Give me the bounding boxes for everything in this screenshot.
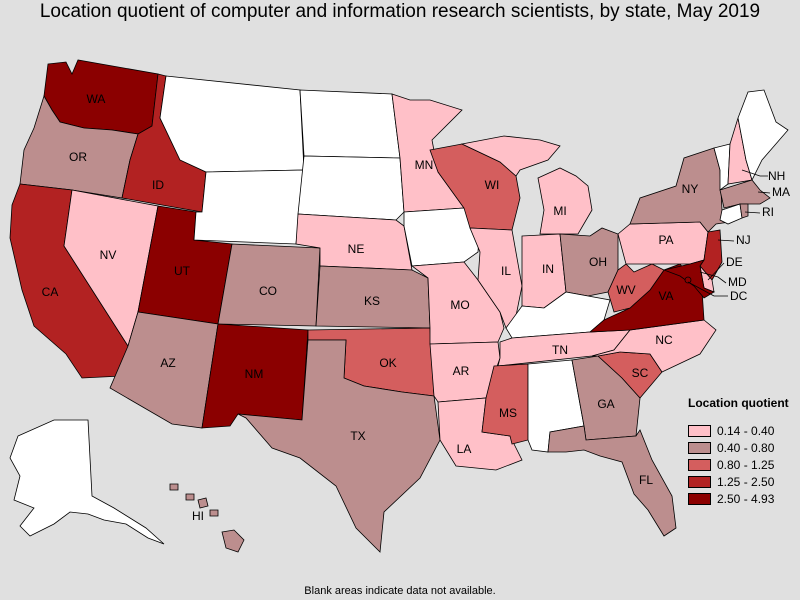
legend-label: 1.25 - 2.50 — [717, 474, 775, 489]
label-FL: FL — [639, 473, 653, 487]
label-TN: TN — [552, 343, 568, 357]
label-LA: LA — [457, 442, 472, 456]
leader-de — [707, 262, 725, 281]
label-NV: NV — [100, 248, 117, 262]
legend-title: Location quotient — [688, 396, 789, 410]
legend-item: 2.50 - 4.93 — [688, 490, 789, 507]
label-OH: OH — [589, 255, 607, 269]
map-legend: Location quotient 0.14 - 0.40 0.40 - 0.8… — [688, 396, 789, 507]
label-NM: NM — [245, 367, 264, 381]
label-RI: RI — [762, 205, 774, 219]
state-TX[interactable] — [237, 339, 441, 553]
legend-item: 0.40 - 0.80 — [688, 439, 789, 456]
state-AK[interactable] — [9, 419, 165, 545]
legend-swatch — [688, 424, 711, 437]
legend-label: 0.80 - 1.25 — [717, 457, 775, 472]
legend-swatch — [688, 458, 711, 471]
leader-ri — [744, 211, 761, 214]
legend-swatch — [688, 475, 711, 488]
label-MI: MI — [553, 204, 566, 218]
label-NE: NE — [348, 242, 365, 256]
legend-label: 2.50 - 4.93 — [717, 491, 775, 506]
legend-label: 0.14 - 0.40 — [717, 423, 775, 438]
label-MN: MN — [415, 158, 434, 172]
state-CT[interactable] — [719, 203, 743, 225]
label-NY: NY — [682, 182, 699, 196]
label-TX: TX — [350, 429, 365, 443]
label-ID: ID — [152, 178, 164, 192]
label-CO: CO — [259, 284, 277, 298]
leader-nh — [741, 169, 768, 177]
map-title: Location quotient of computer and inform… — [39, 1, 761, 22]
label-WV: WV — [616, 283, 635, 297]
label-GA: GA — [597, 397, 614, 411]
label-OR: OR — [69, 150, 87, 164]
footnote: Blank areas indicate data not available. — [304, 585, 496, 597]
leader-md — [699, 271, 727, 284]
legend-item: 0.14 - 0.40 — [688, 422, 789, 439]
label-SC: SC — [632, 366, 649, 380]
label-HI: HI — [192, 509, 204, 523]
label-CA: CA — [42, 285, 59, 299]
label-WI: WI — [485, 178, 500, 192]
label-DC: DC — [730, 289, 748, 303]
state-RI[interactable] — [739, 203, 749, 219]
legend-swatch — [688, 492, 711, 505]
label-VA: VA — [658, 289, 673, 303]
label-UT: UT — [174, 264, 191, 278]
state-ME[interactable] — [737, 89, 789, 182]
label-WA: WA — [87, 92, 106, 106]
label-MO: MO — [450, 298, 469, 312]
legend-swatch — [688, 441, 711, 454]
legend-item: 1.25 - 2.50 — [688, 473, 789, 490]
state-WV[interactable] — [607, 263, 665, 313]
label-OK: OK — [379, 356, 396, 370]
state-MO[interactable] — [410, 261, 505, 345]
label-IL: IL — [501, 264, 511, 278]
state-NY[interactable] — [629, 147, 731, 233]
state-SD[interactable] — [297, 155, 405, 221]
state-DC[interactable] — [684, 276, 692, 284]
leader-dc — [687, 281, 728, 297]
state-MT[interactable] — [159, 75, 305, 173]
state-MA[interactable] — [719, 179, 771, 209]
label-NJ: NJ — [736, 233, 751, 247]
label-NC: NC — [655, 333, 673, 347]
label-KS: KS — [364, 294, 380, 308]
label-AR: AR — [453, 364, 470, 378]
label-AZ: AZ — [160, 356, 175, 370]
label-MD: MD — [728, 275, 747, 289]
state-MI[interactable] — [460, 135, 593, 235]
state-NC[interactable] — [591, 319, 717, 373]
label-IN: IN — [542, 262, 554, 276]
label-DE: DE — [726, 255, 743, 269]
state-FL[interactable] — [547, 425, 677, 537]
state-HI[interactable] — [169, 483, 245, 553]
state-WY[interactable] — [193, 169, 305, 245]
state-ND[interactable] — [299, 89, 401, 159]
state-VT[interactable] — [713, 143, 731, 191]
label-NH: NH — [768, 169, 785, 183]
leader-ma — [757, 191, 771, 194]
label-PA: PA — [658, 233, 673, 247]
legend-label: 0.40 - 0.80 — [717, 440, 775, 455]
leader-nj — [717, 239, 735, 242]
label-MA: MA — [772, 185, 790, 199]
legend-item: 0.80 - 1.25 — [688, 456, 789, 473]
label-MS: MS — [499, 406, 517, 420]
